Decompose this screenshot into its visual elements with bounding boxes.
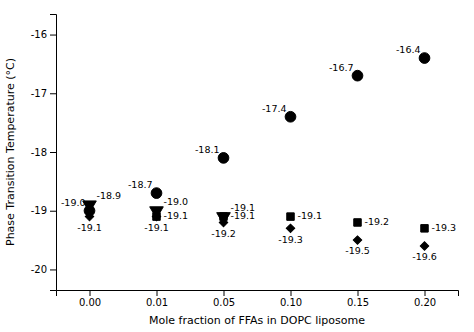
- data-labels: -19.0-18.7-18.1-17.4-16.7-16.4-18.9-19.0…: [61, 44, 456, 262]
- data-label: -19.5: [345, 245, 370, 256]
- y-tick-mark: [50, 211, 56, 212]
- point-diamond: [420, 242, 428, 250]
- data-label: -19.2: [211, 228, 236, 239]
- y-tick: -19: [31, 205, 56, 216]
- x-tick: 0.15: [347, 290, 369, 308]
- chart: 0.000.010.050.100.150.20-20-19-18-17-16-…: [0, 0, 474, 332]
- x-tick-mark: [425, 290, 426, 296]
- x-tick-label: 0.01: [146, 297, 168, 308]
- labels-circle: -19.0 -18.7 -18.1 -17.4 -16.7 -16.4: [61, 44, 421, 208]
- x-axis-line: [57, 291, 459, 297]
- point-circle: [352, 70, 363, 81]
- x-tick-label: 0.15: [347, 297, 369, 308]
- y-tick-mark: [50, 93, 56, 94]
- data-label: -19.2: [365, 216, 390, 227]
- data-label: -18.1: [195, 144, 220, 155]
- plot: 0.000.010.050.100.150.20-20-19-18-17-16-…: [31, 15, 459, 309]
- x-tick-label: 0.05: [213, 297, 235, 308]
- point-square: [287, 213, 294, 220]
- y-tick-label: -17: [31, 88, 47, 99]
- y-tick-label: -18: [31, 147, 47, 158]
- point-circle: [151, 188, 162, 199]
- y-tick-label: -20: [31, 264, 47, 275]
- y-tick: -18: [31, 147, 56, 158]
- y-tick: -17: [31, 88, 56, 99]
- data-label: -19.3: [278, 234, 303, 245]
- x-tick: 0.10: [280, 290, 302, 308]
- point-diamond: [353, 236, 361, 244]
- y-tick-mark: [50, 152, 56, 153]
- y-tick-mark: [50, 35, 56, 36]
- x-tick-mark: [90, 290, 91, 296]
- point-square: [421, 225, 428, 232]
- labels-square: -19.1 -19.1 -19.1 -19.2 -19.3: [164, 210, 457, 233]
- data-label: -19.1: [164, 210, 189, 221]
- point-diamond: [85, 212, 93, 220]
- series-circle: [84, 53, 430, 216]
- data-label: -18.9: [97, 190, 122, 201]
- x-tick-mark: [291, 290, 292, 296]
- data-label: -19.1: [298, 210, 323, 221]
- data-label: -19.1: [77, 222, 102, 233]
- x-tick: 0.20: [414, 290, 436, 308]
- y-axis-title: Phase Transition Temperature (°C): [4, 58, 17, 246]
- data-label: -16.7: [329, 62, 354, 73]
- data-label: -19.1: [231, 210, 256, 221]
- point-circle: [285, 111, 296, 122]
- x-tick-mark: [157, 290, 158, 296]
- point-diamond: [286, 224, 294, 232]
- point-circle: [419, 53, 430, 64]
- x-tick-label: 0.10: [280, 297, 302, 308]
- data-label: -18.7: [128, 179, 153, 190]
- x-tick-label: 0.20: [414, 297, 436, 308]
- labels-diamond: -19.1 -19.1 -19.2 -19.3 -19.5 -19.6: [77, 222, 437, 262]
- data-label: -19.1: [144, 222, 169, 233]
- point-diamond: [219, 218, 227, 226]
- data-label: -19.3: [432, 222, 457, 233]
- x-tick-mark: [224, 290, 225, 296]
- point-diamond: [152, 212, 160, 220]
- y-tick: -16: [31, 29, 56, 40]
- y-tick-label: -19: [31, 205, 47, 216]
- data-label: -17.4: [262, 103, 287, 114]
- y-axis-line: [50, 15, 57, 291]
- series-square: [153, 213, 428, 232]
- x-tick: 0.05: [213, 290, 235, 308]
- y-tick-mark: [50, 269, 56, 270]
- x-tick-label: 0.00: [79, 297, 101, 308]
- point-circle: [218, 153, 229, 164]
- data-label: -19.0: [164, 196, 189, 207]
- data-label: -19.6: [412, 251, 437, 262]
- point-square: [153, 213, 160, 220]
- x-tick: 0.00: [79, 290, 101, 308]
- x-axis: 0.00 0.01 0.05 0.10 0.15 0.20: [57, 290, 459, 308]
- x-axis-title: Mole fraction of FFAs in DOPC liposome: [149, 314, 365, 327]
- data-label: -19.0: [61, 197, 86, 208]
- x-tick-mark: [358, 290, 359, 296]
- y-tick: -20: [31, 264, 56, 275]
- point-square: [354, 219, 361, 226]
- marks: [83, 53, 430, 251]
- data-label: -16.4: [396, 44, 421, 55]
- x-tick: 0.01: [146, 290, 168, 308]
- y-tick-label: -16: [31, 29, 47, 40]
- series-diamond: [85, 212, 428, 250]
- y-axis: -20 -19 -18 -17 -16: [31, 15, 57, 291]
